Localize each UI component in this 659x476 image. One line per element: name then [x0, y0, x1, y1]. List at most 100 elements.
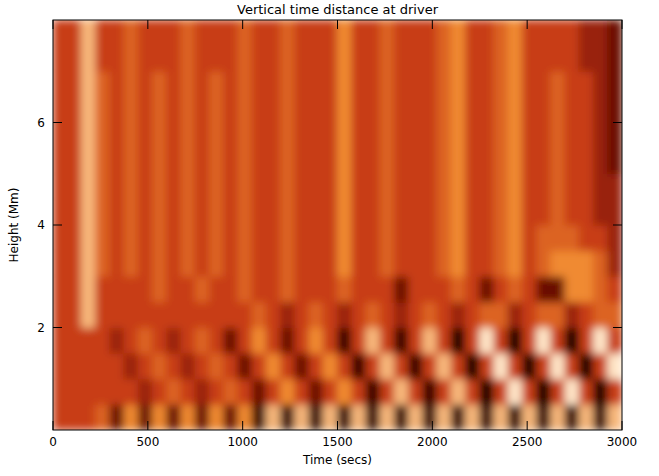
- cell: [380, 71, 395, 98]
- cell: [209, 301, 224, 328]
- cell: [124, 353, 139, 380]
- cell: [422, 45, 437, 72]
- cell: [465, 276, 480, 303]
- cell: [138, 327, 153, 354]
- cell: [280, 327, 295, 354]
- cell: [394, 199, 409, 226]
- cell: [337, 353, 352, 380]
- cell: [152, 173, 167, 200]
- cell: [95, 250, 110, 277]
- cell: [579, 96, 594, 123]
- cell: [394, 173, 409, 200]
- cell: [138, 225, 153, 252]
- cell: [252, 301, 267, 328]
- cell: [195, 96, 210, 123]
- cell: [152, 353, 167, 380]
- cell: [351, 301, 366, 328]
- cell: [323, 45, 338, 72]
- cell: [124, 225, 139, 252]
- cell: [508, 96, 523, 123]
- x-tick: [622, 421, 623, 430]
- cell: [365, 199, 380, 226]
- cell: [294, 45, 309, 72]
- cell: [394, 378, 409, 405]
- cell: [536, 327, 551, 354]
- cell: [493, 276, 508, 303]
- cell: [479, 353, 494, 380]
- cell: [408, 250, 423, 277]
- cell: [522, 225, 537, 252]
- cell: [109, 404, 124, 430]
- cell: [223, 20, 238, 46]
- cell: [81, 45, 96, 72]
- cell: [351, 96, 366, 123]
- cell: [337, 199, 352, 226]
- cell: [508, 20, 523, 46]
- cell: [209, 173, 224, 200]
- cell: [394, 71, 409, 98]
- cell: [522, 301, 537, 328]
- cell: [166, 173, 181, 200]
- cell: [593, 404, 608, 430]
- cell: [95, 199, 110, 226]
- cell: [380, 301, 395, 328]
- cell: [394, 404, 409, 430]
- cell: [479, 404, 494, 430]
- cell: [323, 148, 338, 175]
- cell: [209, 199, 224, 226]
- cell: [152, 71, 167, 98]
- cell: [252, 173, 267, 200]
- cell: [309, 378, 324, 405]
- x-tick: [53, 421, 54, 430]
- x-tick-label: 500: [136, 435, 159, 449]
- y-axis-title: Height (Mm): [7, 188, 21, 263]
- y-tick-label: 6: [37, 116, 45, 130]
- cell: [380, 45, 395, 72]
- cell: [195, 250, 210, 277]
- cell: [536, 122, 551, 149]
- cell: [138, 71, 153, 98]
- cell: [95, 173, 110, 200]
- cell: [565, 173, 580, 200]
- y-tick-right: [613, 327, 622, 328]
- cell: [294, 250, 309, 277]
- cell: [522, 148, 537, 175]
- x-tick-top: [527, 20, 528, 29]
- cell: [195, 199, 210, 226]
- cell: [53, 199, 68, 226]
- cell: [209, 122, 224, 149]
- cell: [365, 276, 380, 303]
- cell: [550, 96, 565, 123]
- cell: [408, 199, 423, 226]
- cell: [451, 173, 466, 200]
- cell: [280, 353, 295, 380]
- cell: [53, 45, 68, 72]
- cell: [550, 199, 565, 226]
- cell: [266, 301, 281, 328]
- cell: [451, 96, 466, 123]
- cell: [508, 71, 523, 98]
- cell: [195, 378, 210, 405]
- cell: [280, 45, 295, 72]
- cell: [493, 225, 508, 252]
- cell: [565, 404, 580, 430]
- cell: [479, 301, 494, 328]
- cell: [550, 276, 565, 303]
- cell: [138, 404, 153, 430]
- cell: [593, 301, 608, 328]
- cell: [607, 45, 622, 72]
- cell: [351, 250, 366, 277]
- x-tick-top: [432, 20, 433, 29]
- cell: [124, 148, 139, 175]
- cell: [67, 199, 82, 226]
- cell: [565, 45, 580, 72]
- cell: [422, 71, 437, 98]
- cell: [465, 353, 480, 380]
- cell: [266, 353, 281, 380]
- cell: [280, 404, 295, 430]
- cell: [67, 20, 82, 46]
- cell: [607, 225, 622, 252]
- cell: [593, 378, 608, 405]
- cell: [109, 71, 124, 98]
- x-tick: [147, 421, 148, 430]
